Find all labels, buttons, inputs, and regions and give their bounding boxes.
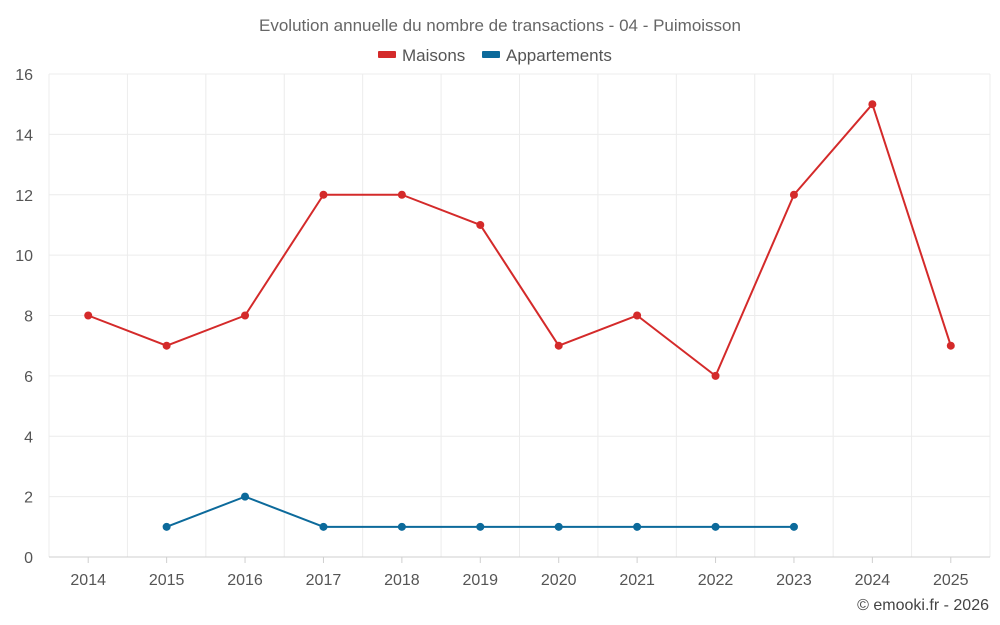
credit-text: © emooki.fr - 2026 bbox=[857, 597, 989, 614]
data-point-maisons[interactable] bbox=[476, 220, 485, 229]
x-tick-label: 2023 bbox=[776, 572, 812, 589]
legend-item-appartements[interactable]: Appartements bbox=[482, 46, 612, 65]
data-point-maisons[interactable] bbox=[397, 190, 406, 199]
x-tick-label: 2017 bbox=[306, 572, 342, 589]
y-tick-label: 4 bbox=[24, 429, 33, 446]
data-point-maisons[interactable] bbox=[946, 341, 955, 350]
legend-label-appartements: Appartements bbox=[506, 46, 612, 65]
x-tick-label: 2020 bbox=[541, 572, 577, 589]
legend-label-maisons: Maisons bbox=[402, 46, 465, 65]
data-point-maisons[interactable] bbox=[868, 100, 877, 109]
legend-item-maisons[interactable]: Maisons bbox=[378, 46, 465, 65]
x-tick-label: 2019 bbox=[462, 572, 498, 589]
series-line-maisons bbox=[87, 103, 952, 377]
series bbox=[84, 100, 955, 531]
y-tick-label: 16 bbox=[15, 67, 33, 84]
y-tick-label: 6 bbox=[24, 369, 33, 386]
y-tick-label: 0 bbox=[24, 550, 33, 567]
data-point-appartements[interactable] bbox=[241, 492, 250, 501]
x-tick-label: 2018 bbox=[384, 572, 420, 589]
legend-swatch-maisons bbox=[378, 51, 396, 58]
data-point-appartements[interactable] bbox=[554, 522, 563, 531]
y-tick-label: 14 bbox=[15, 127, 33, 144]
data-point-appartements[interactable] bbox=[319, 522, 328, 531]
y-tick-label: 8 bbox=[24, 309, 33, 326]
data-point-appartements[interactable] bbox=[711, 522, 720, 531]
y-axis-ticks: 0 2 4 6 8 10 12 14 16 bbox=[15, 67, 33, 567]
x-tick-label: 2015 bbox=[149, 572, 185, 589]
data-point-maisons[interactable] bbox=[711, 371, 720, 380]
data-point-maisons[interactable] bbox=[554, 341, 563, 350]
data-point-maisons[interactable] bbox=[789, 190, 798, 199]
data-point-appartements[interactable] bbox=[397, 522, 406, 531]
series-line-appartements bbox=[166, 495, 794, 528]
x-tick-label: 2025 bbox=[933, 572, 969, 589]
legend[interactable]: Maisons Appartements bbox=[378, 46, 612, 65]
data-point-appartements[interactable] bbox=[476, 522, 485, 531]
x-tick-label: 2016 bbox=[227, 572, 263, 589]
data-point-maisons[interactable] bbox=[241, 311, 250, 320]
x-tick-label: 2024 bbox=[855, 572, 891, 589]
data-point-appartements[interactable] bbox=[633, 522, 642, 531]
y-tick-label: 12 bbox=[15, 188, 33, 205]
legend-swatch-appartements bbox=[482, 51, 500, 58]
grid bbox=[48, 73, 991, 558]
data-point-appartements[interactable] bbox=[789, 522, 798, 531]
y-tick-label: 2 bbox=[24, 490, 33, 507]
y-tick-label: 10 bbox=[15, 248, 33, 265]
data-point-maisons[interactable] bbox=[633, 311, 642, 320]
x-tick-label: 2021 bbox=[619, 572, 655, 589]
data-point-maisons[interactable] bbox=[162, 341, 171, 350]
data-point-appartements[interactable] bbox=[162, 522, 171, 531]
x-tick-label: 2014 bbox=[70, 572, 106, 589]
data-point-maisons[interactable] bbox=[84, 311, 93, 320]
data-point-maisons[interactable] bbox=[319, 190, 328, 199]
x-tick-label: 2022 bbox=[698, 572, 734, 589]
x-axis-ticks: 2014 2015 2016 2017 2018 2019 2020 2021 2022 2023… bbox=[70, 557, 969, 589]
chart-title: Evolution annuelle du nombre de transact… bbox=[259, 16, 741, 35]
